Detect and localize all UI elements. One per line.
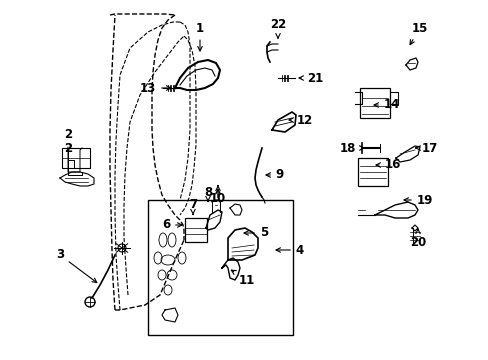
Text: 9: 9 bbox=[265, 168, 284, 181]
Text: 20: 20 bbox=[409, 229, 425, 248]
Text: 12: 12 bbox=[288, 113, 312, 126]
Text: 18: 18 bbox=[339, 141, 363, 154]
Text: 5: 5 bbox=[244, 226, 267, 239]
Text: 1: 1 bbox=[196, 22, 203, 51]
Text: 17: 17 bbox=[415, 141, 437, 154]
Text: 13: 13 bbox=[140, 81, 171, 94]
Text: 15: 15 bbox=[409, 22, 427, 45]
Text: 6: 6 bbox=[162, 219, 182, 231]
Text: 16: 16 bbox=[375, 158, 400, 171]
Bar bbox=[184, 218, 206, 242]
Bar bbox=[359, 88, 389, 118]
Text: 7: 7 bbox=[188, 198, 197, 215]
Text: 11: 11 bbox=[231, 270, 255, 287]
Text: 14: 14 bbox=[373, 99, 399, 112]
Text: 19: 19 bbox=[403, 194, 432, 207]
Bar bbox=[357, 158, 387, 186]
Text: 21: 21 bbox=[298, 72, 323, 85]
Bar bbox=[148, 200, 292, 335]
Bar bbox=[62, 148, 90, 168]
Text: 22: 22 bbox=[269, 18, 285, 38]
Text: 2: 2 bbox=[64, 129, 72, 148]
Text: 10: 10 bbox=[209, 186, 225, 204]
Text: 2: 2 bbox=[64, 141, 72, 154]
Text: 8: 8 bbox=[203, 185, 212, 201]
Text: 3: 3 bbox=[56, 248, 97, 283]
Text: 4: 4 bbox=[275, 243, 304, 256]
